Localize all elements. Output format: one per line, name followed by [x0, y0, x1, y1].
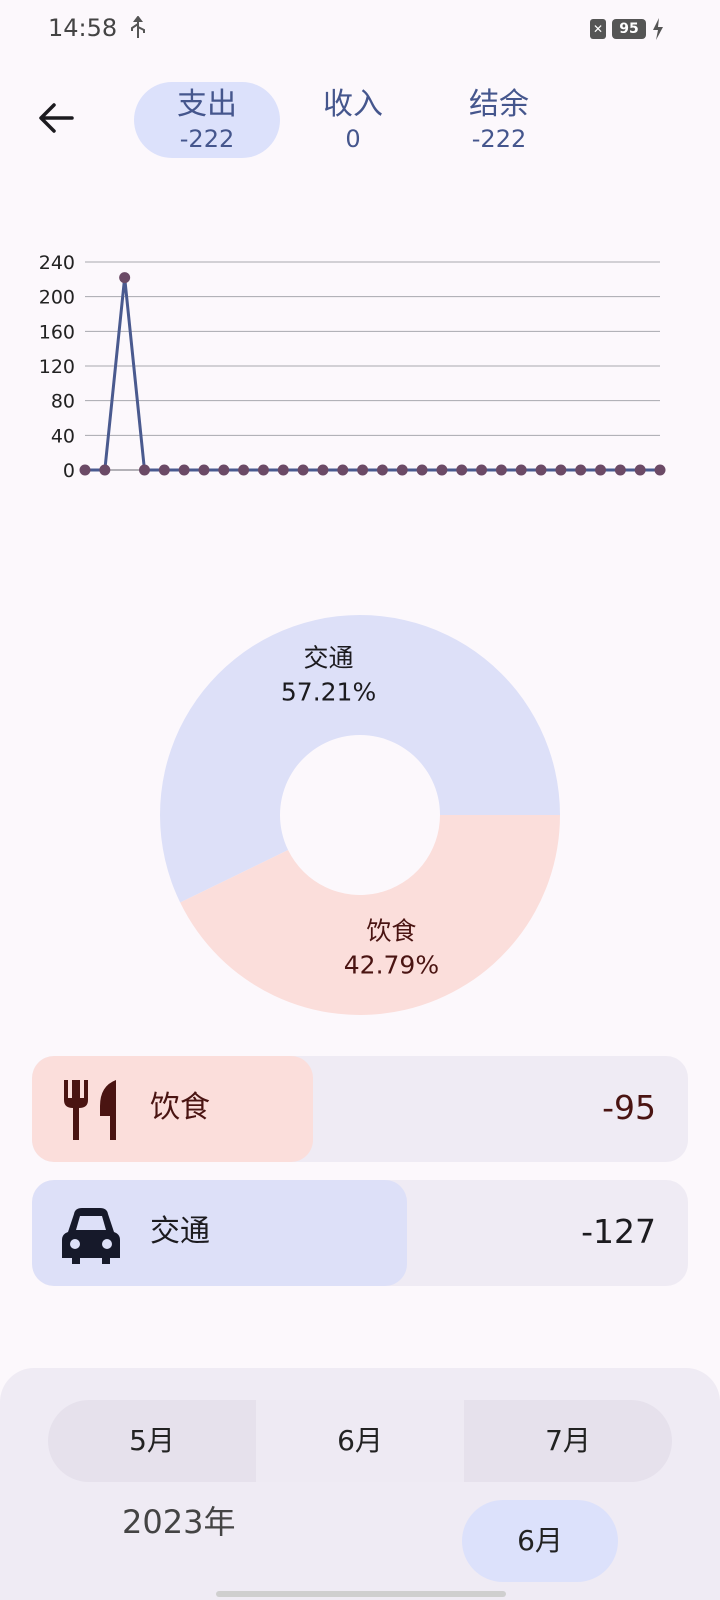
- data-point: [178, 464, 190, 476]
- battery-indicator: 95: [612, 19, 646, 39]
- tab-balance-value: -222: [471, 125, 527, 153]
- data-point: [654, 464, 666, 476]
- slice-category-label: 饮食: [366, 916, 416, 945]
- status-time: 14:58: [48, 14, 118, 42]
- donut-slice: [160, 615, 560, 903]
- category-row-food[interactable]: 饮食 -95: [32, 1056, 688, 1162]
- slice-category-label: 交通: [304, 644, 354, 673]
- navigation-handle[interactable]: [216, 1591, 506, 1597]
- data-point: [575, 464, 587, 476]
- slice-percent-label: 57.21%: [281, 678, 376, 707]
- data-point: [79, 464, 91, 476]
- tab-balance[interactable]: 结余 -222: [426, 82, 572, 158]
- data-point: [614, 464, 626, 476]
- tab-expense-value: -222: [179, 125, 235, 153]
- y-tick-label: 40: [51, 425, 75, 447]
- category-name: 交通: [150, 1214, 210, 1249]
- data-point: [555, 464, 567, 476]
- y-tick-label: 0: [63, 460, 75, 480]
- usb-icon: [131, 16, 145, 38]
- car-icon: [62, 1208, 120, 1264]
- month-next[interactable]: 7月: [464, 1400, 672, 1482]
- data-point: [357, 464, 369, 476]
- data-point: [376, 464, 388, 476]
- data-point: [297, 464, 309, 476]
- series-line: [85, 276, 660, 472]
- month-prev[interactable]: 5月: [48, 1400, 256, 1482]
- tab-balance-label: 结余: [469, 87, 529, 122]
- status-bar: 14:58 ✕ 95: [0, 0, 720, 56]
- data-point: [535, 464, 547, 476]
- y-tick-label: 160: [39, 321, 75, 343]
- data-point: [99, 464, 111, 476]
- tab-expense-label: 支出: [177, 87, 237, 122]
- back-arrow-icon[interactable]: [36, 98, 76, 138]
- data-point: [515, 464, 527, 476]
- donut-slice: [180, 815, 560, 1015]
- category-donut-chart: 交通 57.21% 饮食 42.79%: [160, 615, 560, 1015]
- month-selector: 5月 6月 7月: [48, 1400, 672, 1482]
- category-amount: -127: [581, 1212, 656, 1251]
- data-point: [198, 464, 210, 476]
- tab-income[interactable]: 收入 0: [280, 82, 426, 158]
- data-point: [138, 464, 150, 476]
- data-point: [476, 464, 488, 476]
- data-point: [317, 464, 329, 476]
- data-point: [337, 464, 349, 476]
- daily-expense-line-chart: 0 40 80 120 160 200 240: [39, 252, 666, 480]
- month-pill[interactable]: 6月: [462, 1500, 618, 1582]
- date-picker-panel: 5月 6月 7月 2023年 6月: [0, 1368, 720, 1600]
- month-current[interactable]: 6月: [256, 1400, 464, 1482]
- slice-percent-label: 42.79%: [344, 950, 439, 979]
- tab-income-value: 0: [345, 125, 361, 153]
- category-row-transport[interactable]: 交通 -127: [32, 1180, 688, 1286]
- data-point: [396, 464, 408, 476]
- y-tick-label: 120: [39, 356, 75, 378]
- tab-expense[interactable]: 支出 -222: [134, 82, 280, 158]
- data-point: [277, 464, 289, 476]
- data-point: [238, 464, 250, 476]
- y-tick-label: 240: [39, 252, 75, 274]
- y-tick-label: 200: [39, 287, 75, 309]
- data-point: [456, 464, 468, 476]
- data-point: [218, 464, 230, 476]
- fork-knife-icon: [64, 1080, 116, 1140]
- data-point: [257, 464, 269, 476]
- year-selector[interactable]: 2023年: [122, 1503, 236, 1541]
- data-point: [416, 464, 428, 476]
- data-point: [436, 464, 448, 476]
- tab-income-label: 收入: [323, 87, 383, 122]
- category-name: 饮食: [150, 1090, 210, 1125]
- y-tick-label: 80: [51, 391, 75, 413]
- data-point: [495, 464, 507, 476]
- no-sim-icon: ✕: [590, 19, 606, 39]
- charging-bolt-icon: [653, 18, 663, 40]
- data-point: [634, 464, 646, 476]
- data-point: [119, 272, 131, 284]
- category-amount: -95: [602, 1088, 656, 1127]
- data-point: [158, 464, 170, 476]
- data-point: [595, 464, 607, 476]
